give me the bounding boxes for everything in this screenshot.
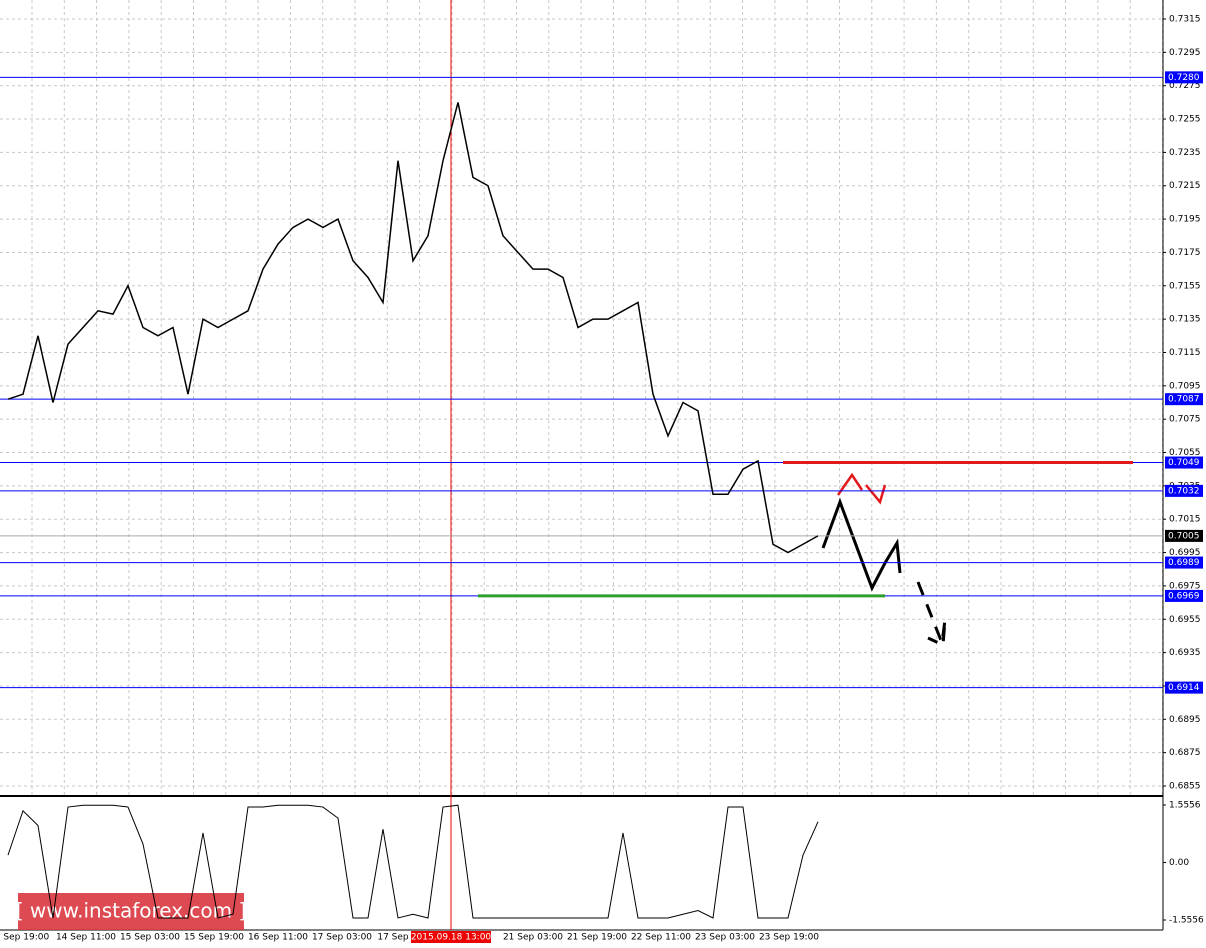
y-tick-label: 0.7155 <box>1169 281 1201 291</box>
level-label: 0.7049 <box>1168 458 1200 468</box>
price-line <box>7 102 819 554</box>
x-tick-label: 15 Sep 19:00 <box>184 933 244 943</box>
x-tick-label: 15 Sep 03:00 <box>120 933 180 943</box>
oscillator-line <box>7 804 819 919</box>
y-tick-label: 0.7015 <box>1169 515 1201 525</box>
x-tick-label: 1 Sep 19:00 <box>0 933 49 943</box>
y-tick-label: 0.7255 <box>1169 115 1201 125</box>
y-tick-label: 0.7215 <box>1169 181 1201 191</box>
y-tick-label: 0.6995 <box>1169 548 1201 558</box>
level-label-box <box>1165 456 1203 469</box>
x-tick-label: 17 Sep <box>377 933 409 943</box>
cursor-label: 2015.09.18 13:00 <box>411 933 492 943</box>
x-tick-label: 22 Sep 11:00 <box>631 933 691 943</box>
x-tick-label: 17 Sep 03:00 <box>312 933 372 943</box>
level-label: 0.6914 <box>1168 683 1200 693</box>
y-tick-label: 0.00 <box>1169 858 1189 868</box>
y-tick-label: 0.6935 <box>1169 648 1201 658</box>
y-tick-label: 0.7115 <box>1169 348 1201 358</box>
level-label-box <box>1165 681 1203 694</box>
level-label: 0.6969 <box>1168 591 1200 601</box>
level-label: 0.6989 <box>1168 558 1200 568</box>
x-tick-label: 21 Sep 19:00 <box>567 933 627 943</box>
level-label-box <box>1165 71 1203 84</box>
y-tick-label: 0.6975 <box>1169 581 1201 591</box>
y-tick-label: 0.6895 <box>1169 715 1201 725</box>
y-tick-label: -1.5556 <box>1169 916 1204 926</box>
forecast-red-arrow <box>836 472 864 496</box>
y-tick-label: 0.7195 <box>1169 215 1201 225</box>
y-tick-label: 1.5556 <box>1169 801 1201 811</box>
level-label-box <box>1165 589 1203 602</box>
x-tick-label: 23 Sep 19:00 <box>759 933 819 943</box>
y-tick-label: 0.7075 <box>1169 415 1201 425</box>
x-tick-label: 14 Sep 11:00 <box>56 933 116 943</box>
x-tick-label: 23 Sep 03:00 <box>695 933 755 943</box>
y-tick-label: 0.6955 <box>1169 615 1201 625</box>
level-label-box <box>1165 484 1203 497</box>
level-label: 0.7087 <box>1168 395 1200 405</box>
y-tick-label: 0.7295 <box>1169 48 1201 58</box>
x-tick-label: 21 Sep 03:00 <box>503 933 563 943</box>
level-label: 0.7032 <box>1168 486 1200 496</box>
y-tick-label: 0.7315 <box>1169 15 1201 25</box>
y-tick-label: 0.7175 <box>1169 248 1201 258</box>
y-tick-label: 0.7275 <box>1169 81 1201 91</box>
level-label-box <box>1165 393 1203 406</box>
forecast-arrow <box>821 497 902 592</box>
y-tick-label: 0.7095 <box>1169 381 1201 391</box>
y-tick-label: 0.7235 <box>1169 148 1201 158</box>
level-label-box <box>1165 556 1203 569</box>
y-tick-label: 0.7135 <box>1169 315 1201 325</box>
level-label-box <box>1165 529 1203 542</box>
y-tick-label: 0.7055 <box>1169 448 1201 458</box>
level-label: 0.7280 <box>1168 73 1200 83</box>
y-tick-label: 0.6875 <box>1169 748 1201 758</box>
cursor-label-box <box>411 931 491 943</box>
level-label: 0.7005 <box>1168 531 1200 541</box>
y-tick-label: 0.6855 <box>1169 781 1201 791</box>
x-tick-label: 16 Sep 11:00 <box>248 933 308 943</box>
